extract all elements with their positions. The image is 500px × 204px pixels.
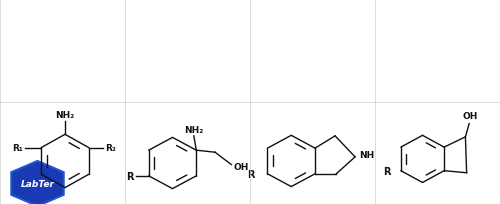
Text: OH: OH <box>234 162 249 171</box>
Text: R: R <box>384 166 391 176</box>
Text: LabTer: LabTer <box>20 179 54 188</box>
Text: R: R <box>248 169 255 179</box>
Text: R: R <box>126 171 134 181</box>
Polygon shape <box>12 161 64 204</box>
Text: NH₂: NH₂ <box>56 110 74 119</box>
Text: OH: OH <box>462 112 478 121</box>
Text: R₂: R₂ <box>105 143 116 152</box>
Text: NH₂: NH₂ <box>184 125 204 134</box>
Text: NH: NH <box>359 151 374 160</box>
Text: R₁: R₁ <box>12 143 22 152</box>
